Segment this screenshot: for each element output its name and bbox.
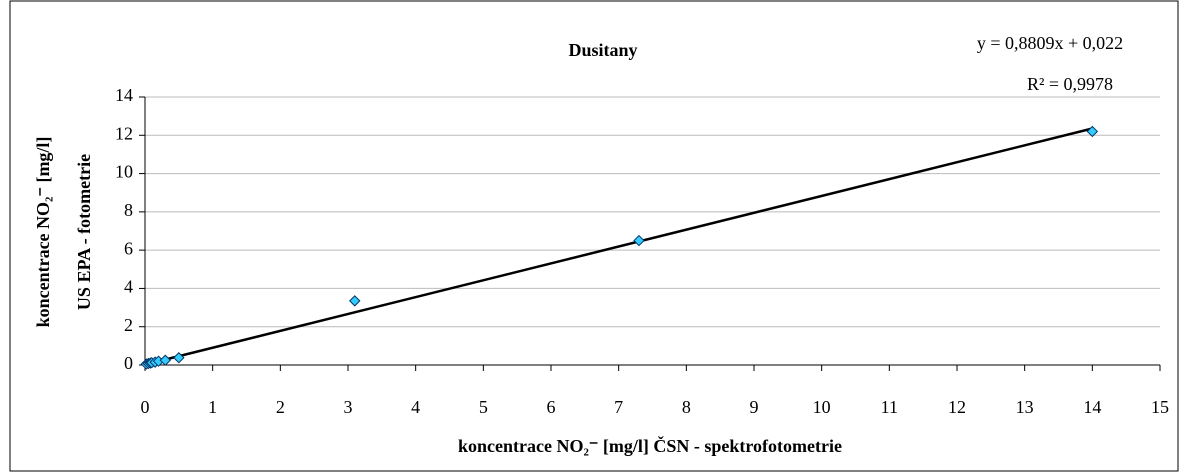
x-tick-label: 5 bbox=[479, 397, 488, 417]
x-axis-label: koncentrace NO₂⁻ [mg/l] ČSN - spektrofot… bbox=[458, 435, 842, 456]
x-tick-label: 10 bbox=[813, 397, 831, 417]
x-tick-label: 1 bbox=[208, 397, 217, 417]
point bbox=[349, 295, 361, 307]
y-tick-label: 10 bbox=[115, 162, 133, 182]
trend-r2: R² = 0,9978 bbox=[1027, 74, 1113, 94]
point bbox=[173, 352, 185, 364]
y-tick-label: 8 bbox=[124, 200, 133, 220]
trend-equation: y = 0,8809x + 0,022 bbox=[977, 33, 1123, 53]
x-tick-label: 3 bbox=[344, 397, 353, 417]
point bbox=[159, 354, 172, 366]
x-tick-label: 14 bbox=[1083, 397, 1101, 417]
y-tick-label: 12 bbox=[115, 123, 133, 143]
x-tick-label: 7 bbox=[614, 397, 623, 417]
y-axis-label: US EPA - fotometrie bbox=[74, 154, 94, 310]
y-tick-label: 2 bbox=[124, 315, 133, 335]
x-tick-label: 2 bbox=[276, 397, 285, 417]
y-tick-label: 6 bbox=[124, 238, 133, 258]
x-tick-label: 8 bbox=[682, 397, 691, 417]
x-tick-label: 13 bbox=[1016, 397, 1034, 417]
x-tick-label: 9 bbox=[750, 397, 759, 417]
y-tick-label: 14 bbox=[115, 85, 133, 105]
y-tick-label: 4 bbox=[124, 277, 133, 297]
chart-border bbox=[9, 0, 1179, 472]
x-tick-label: 15 bbox=[1151, 397, 1169, 417]
x-tick-label: 6 bbox=[547, 397, 556, 417]
x-tick-label: 4 bbox=[411, 397, 420, 417]
y-tick-label: 0 bbox=[124, 353, 133, 373]
x-tick-label: 0 bbox=[141, 397, 150, 417]
x-tick-label: 12 bbox=[948, 397, 966, 417]
chart-title: Dusitany bbox=[568, 40, 637, 60]
x-tick-label: 11 bbox=[881, 397, 898, 417]
point bbox=[1086, 125, 1099, 138]
y-axis-label: koncentrace NO₂⁻ [mg/l] bbox=[33, 137, 53, 328]
trendline bbox=[146, 127, 1093, 366]
point bbox=[633, 234, 645, 247]
